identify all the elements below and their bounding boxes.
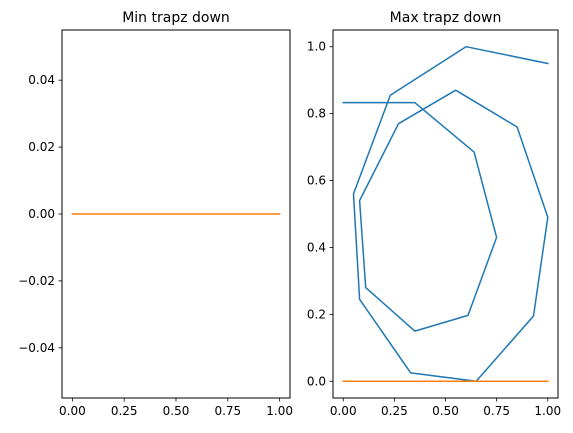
left-chart-title: Min trapz down	[122, 10, 230, 26]
x-tick-label: 0.25	[381, 404, 408, 418]
series-line-0	[342, 45, 549, 383]
y-tick-label: 0.00	[28, 207, 55, 221]
right-chart-title: Max trapz down	[390, 10, 502, 26]
x-tick-label: 1.00	[266, 404, 293, 418]
x-tick-label: 0.75	[483, 404, 510, 418]
right-axes: Max trapz down 0.00 0.25 0.50 0.75 1.00 0.0 0.…	[307, 10, 561, 418]
y-tick-label: 1.0	[307, 40, 326, 54]
x-tick-label: 0.00	[330, 404, 357, 418]
y-tick-label: 0.0	[307, 374, 326, 388]
x-tick-label: 0.75	[214, 404, 241, 418]
x-tick-label: 0.25	[111, 404, 138, 418]
x-tick-label: 0.50	[163, 404, 190, 418]
y-tick-label: 0.02	[28, 140, 55, 154]
x-tick-label: 0.50	[432, 404, 459, 418]
left-axes: Min trapz down 0.00 0.25 0.50 0.75 1.00 −0.04…	[18, 10, 293, 418]
y-tick-label: 0.8	[307, 107, 326, 121]
y-tick-label: −0.04	[18, 341, 55, 355]
y-tick-label: 0.2	[307, 307, 326, 321]
y-tick-label: 0.6	[307, 174, 326, 188]
y-tick-label: 0.04	[28, 73, 55, 87]
axes-frame	[61, 29, 291, 399]
axes-frame	[332, 29, 559, 399]
x-tick-label: 0.00	[59, 404, 86, 418]
x-tick-label: 1.00	[534, 404, 561, 418]
y-tick-label: 0.4	[307, 240, 326, 254]
y-tick-label: −0.02	[18, 274, 55, 288]
